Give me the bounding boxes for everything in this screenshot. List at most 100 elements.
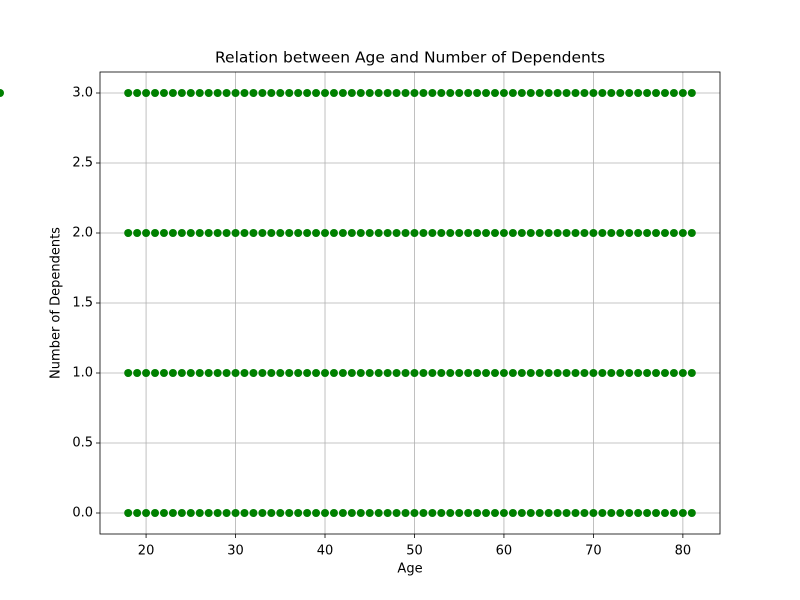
y-tick-label: 1.0 — [72, 366, 93, 381]
point — [526, 229, 535, 237]
point — [598, 89, 607, 97]
point — [562, 509, 571, 517]
point — [321, 369, 330, 377]
point — [321, 509, 330, 517]
point — [490, 89, 499, 97]
point — [643, 369, 652, 377]
point — [607, 369, 616, 377]
point — [365, 509, 374, 517]
point — [607, 509, 616, 517]
point — [437, 229, 446, 237]
point — [616, 229, 625, 237]
y-tick-label: 0.0 — [72, 506, 93, 521]
point — [598, 229, 607, 237]
point — [186, 509, 195, 517]
point — [616, 369, 625, 377]
point — [195, 89, 204, 97]
point — [222, 229, 231, 237]
point — [428, 369, 437, 377]
point — [580, 229, 589, 237]
point — [168, 509, 177, 517]
point — [124, 229, 133, 237]
point — [294, 89, 303, 97]
point — [213, 509, 222, 517]
point — [338, 229, 347, 237]
point — [177, 89, 186, 97]
point — [607, 89, 616, 97]
point — [660, 369, 669, 377]
point — [356, 229, 365, 237]
point — [142, 229, 151, 237]
point — [428, 509, 437, 517]
point — [553, 229, 562, 237]
point — [267, 89, 276, 97]
point — [669, 369, 678, 377]
point — [329, 89, 338, 97]
point — [589, 369, 598, 377]
point — [303, 89, 312, 97]
point — [508, 229, 517, 237]
point — [383, 229, 392, 237]
point — [499, 509, 508, 517]
point — [580, 369, 589, 377]
point — [625, 229, 634, 237]
point — [222, 509, 231, 517]
point — [473, 509, 482, 517]
point — [544, 89, 553, 97]
point — [660, 509, 669, 517]
point — [482, 369, 491, 377]
point — [392, 229, 401, 237]
point — [338, 89, 347, 97]
point — [356, 369, 365, 377]
point — [258, 369, 267, 377]
point — [312, 229, 321, 237]
point — [374, 369, 383, 377]
point — [374, 229, 383, 237]
point — [517, 89, 526, 97]
point — [464, 369, 473, 377]
point — [159, 89, 168, 97]
point — [356, 89, 365, 97]
point — [410, 229, 419, 237]
point — [571, 89, 580, 97]
point — [580, 509, 589, 517]
point — [571, 229, 580, 237]
point — [687, 229, 696, 237]
point — [204, 229, 213, 237]
point — [303, 509, 312, 517]
point — [455, 509, 464, 517]
point — [142, 509, 151, 517]
point — [508, 89, 517, 97]
point — [473, 369, 482, 377]
point — [321, 229, 330, 237]
point — [410, 89, 419, 97]
point — [446, 229, 455, 237]
point — [643, 89, 652, 97]
point — [374, 509, 383, 517]
point — [526, 509, 535, 517]
point — [347, 369, 356, 377]
point — [562, 89, 571, 97]
point — [383, 369, 392, 377]
point — [482, 229, 491, 237]
point — [195, 229, 204, 237]
point — [455, 369, 464, 377]
point — [124, 89, 133, 97]
point — [312, 89, 321, 97]
x-axis-label: Age — [397, 562, 422, 577]
point — [499, 229, 508, 237]
point — [589, 89, 598, 97]
point — [526, 369, 535, 377]
point — [544, 369, 553, 377]
point — [347, 89, 356, 97]
point — [652, 229, 661, 237]
point — [168, 229, 177, 237]
point — [365, 89, 374, 97]
point — [473, 89, 482, 97]
point — [195, 509, 204, 517]
point — [168, 369, 177, 377]
point — [383, 509, 392, 517]
point — [133, 229, 142, 237]
point — [240, 369, 249, 377]
